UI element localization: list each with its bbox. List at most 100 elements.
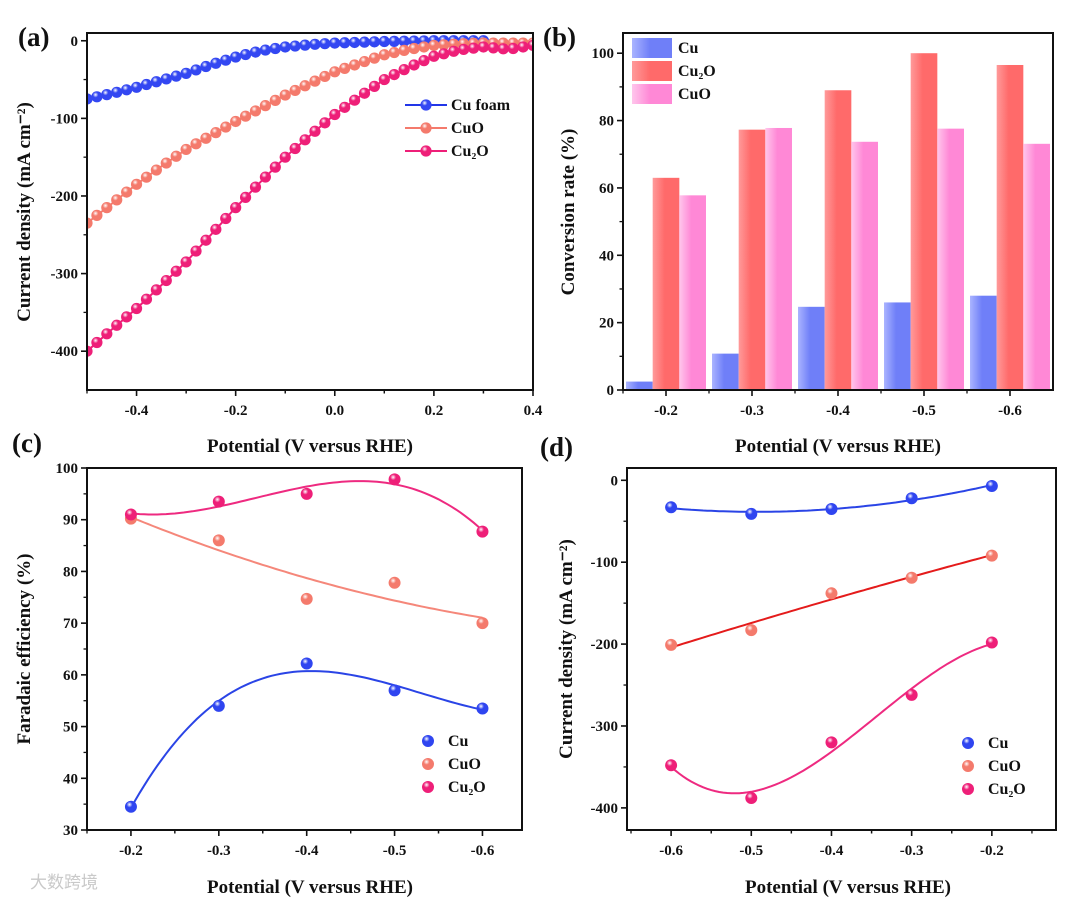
data-point bbox=[121, 186, 133, 198]
y-tick-label: -400 bbox=[51, 344, 79, 360]
x-axis-label: Potential (V versus RHE) bbox=[207, 877, 413, 898]
bar-cu bbox=[798, 306, 825, 390]
data-point bbox=[212, 495, 225, 508]
data-point bbox=[239, 48, 252, 61]
data-point bbox=[200, 60, 212, 73]
data-point bbox=[985, 636, 998, 649]
x-tick-label: -0.2 bbox=[654, 403, 678, 419]
legend-label: CuO bbox=[448, 756, 481, 773]
legend-marker bbox=[962, 783, 974, 795]
panel-a: 0 -100 -200 -300 -400 -0.4 -0.2 0.0 0.2 0.4 Cu foa… bbox=[14, 22, 543, 457]
data-point bbox=[825, 587, 838, 600]
data-point bbox=[329, 66, 341, 78]
x-tick-label: -0.4 bbox=[826, 403, 850, 419]
data-point bbox=[476, 702, 489, 715]
plot-frame bbox=[86, 467, 523, 831]
plot-frame bbox=[622, 32, 1054, 391]
x-tick-label: -0.6 bbox=[998, 403, 1022, 419]
x-tick-label: -0.3 bbox=[900, 843, 924, 859]
data-point bbox=[428, 39, 440, 52]
data-point bbox=[150, 164, 162, 176]
data-point bbox=[458, 43, 470, 56]
legend-label: Cu bbox=[678, 40, 699, 57]
data-point bbox=[300, 592, 313, 605]
data-point bbox=[339, 62, 351, 74]
bar-cu2o bbox=[824, 90, 852, 390]
y-tick-label: -300 bbox=[51, 267, 79, 283]
legend-marker bbox=[420, 145, 432, 157]
data-point bbox=[349, 59, 361, 71]
data-point bbox=[368, 52, 381, 64]
data-point bbox=[745, 507, 758, 520]
legend-marker bbox=[962, 760, 974, 772]
data-point bbox=[91, 336, 103, 349]
x-tick-label: -0.4 bbox=[295, 843, 319, 859]
legend-marker bbox=[422, 781, 434, 793]
legend-marker bbox=[422, 735, 434, 747]
bar-cu2o bbox=[910, 53, 938, 390]
data-point bbox=[130, 81, 143, 93]
data-point bbox=[259, 44, 271, 56]
legend-label: CuO bbox=[451, 120, 484, 137]
legend-label: Cu bbox=[448, 733, 469, 750]
y-axis-label: Conversion rate (%) bbox=[558, 129, 579, 296]
data-point bbox=[448, 45, 460, 57]
legend: Cu foam CuO Cu₂O bbox=[405, 97, 511, 160]
data-point bbox=[210, 57, 222, 69]
x-tick-label: -0.5 bbox=[912, 403, 936, 419]
data-point bbox=[476, 525, 489, 538]
data-point bbox=[230, 51, 242, 63]
bar-cuo bbox=[851, 141, 878, 390]
x-tick-label: -0.5 bbox=[739, 843, 763, 859]
legend-marker bbox=[420, 122, 432, 134]
legend: Cu Cu₂O CuO bbox=[632, 38, 716, 104]
data-point bbox=[160, 157, 172, 169]
bar-cuo bbox=[679, 195, 706, 390]
x-tick-label: 0.2 bbox=[425, 403, 444, 419]
data-point bbox=[398, 64, 410, 76]
y-axis-label: Current density (mA cm⁻²) bbox=[14, 102, 35, 322]
x-axis-label: Potential (V versus RHE) bbox=[207, 436, 413, 457]
data-point bbox=[309, 125, 321, 137]
bar-cu bbox=[970, 295, 997, 390]
y-tick-label: 80 bbox=[599, 114, 614, 130]
data-point bbox=[230, 202, 242, 214]
x-tick-label: -0.2 bbox=[980, 843, 1004, 859]
data-point bbox=[985, 549, 998, 562]
x-tick-label: -0.3 bbox=[740, 403, 764, 419]
bar-cu bbox=[712, 353, 739, 390]
data-point bbox=[378, 73, 390, 86]
bar-cu2o bbox=[996, 64, 1024, 390]
x-tick-label: -0.2 bbox=[119, 843, 143, 859]
legend: Cu CuO Cu₂O bbox=[422, 733, 486, 796]
data-point bbox=[101, 89, 113, 101]
plot-area bbox=[87, 35, 533, 357]
panel-label: (b) bbox=[543, 22, 576, 52]
data-point bbox=[170, 70, 182, 82]
data-point bbox=[408, 42, 420, 55]
data-point bbox=[140, 293, 153, 305]
data-point bbox=[299, 80, 311, 92]
data-point bbox=[190, 245, 202, 257]
data-point bbox=[349, 36, 361, 49]
panel-d: 0-100-200-300-400-0.6 -0.5 -0.4 -0.3 -0.2CuC… bbox=[540, 432, 1057, 898]
y-tick-label: -100 bbox=[51, 111, 79, 127]
legend-label: Cu bbox=[988, 735, 1009, 752]
data-point bbox=[289, 142, 301, 155]
x-tick-label: -0.5 bbox=[383, 843, 407, 859]
data-point bbox=[388, 473, 401, 486]
data-point bbox=[279, 41, 291, 53]
data-point bbox=[230, 115, 242, 128]
bar-cuo bbox=[1023, 143, 1050, 390]
data-point bbox=[467, 42, 480, 54]
y-axis-label: Current density (mA cm⁻²) bbox=[556, 539, 577, 759]
data-point bbox=[985, 480, 998, 493]
x-tick-label: -0.4 bbox=[125, 403, 149, 419]
y-axis-label: Faradaic efficiency (%) bbox=[14, 554, 35, 745]
data-point bbox=[249, 46, 262, 58]
legend-label: Cu₂O bbox=[451, 143, 489, 160]
y-tick-label: 70 bbox=[63, 616, 78, 632]
bar-cuo bbox=[765, 127, 792, 390]
data-point bbox=[300, 657, 313, 670]
data-point bbox=[329, 37, 341, 49]
